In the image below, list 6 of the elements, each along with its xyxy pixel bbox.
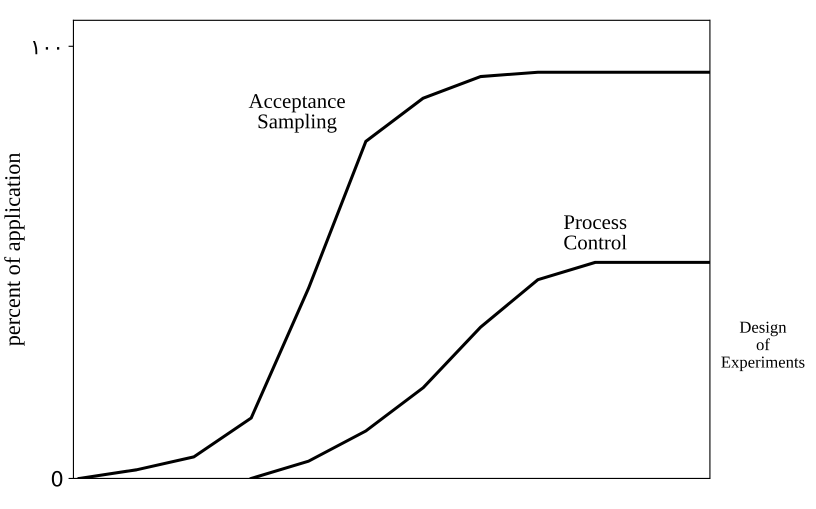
y-tick-label: ١٠٠ xyxy=(32,40,60,54)
series-label: Process Control xyxy=(564,215,627,250)
y-axis-title: percent of application xyxy=(4,152,25,346)
series-label: Acceptance Sampling xyxy=(248,94,345,133)
y-tick-label: 0 xyxy=(52,470,62,487)
text: Design of Experiments xyxy=(721,322,804,372)
